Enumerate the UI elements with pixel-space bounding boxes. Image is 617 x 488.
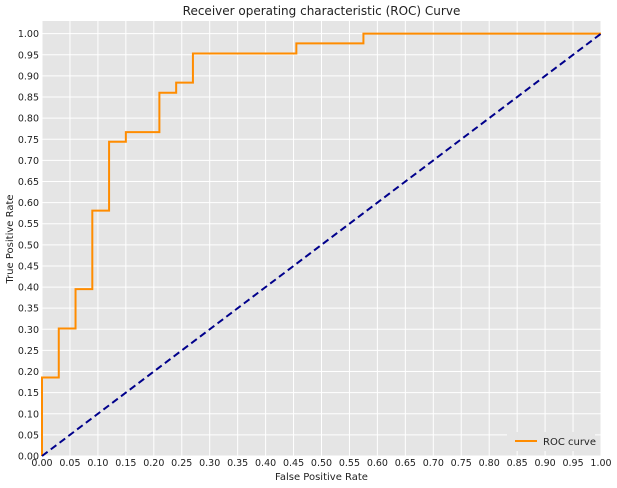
x-tick-label: 0.15 — [115, 458, 136, 469]
y-ticks: 0.00 0.05 0.10 0.15 0.20 0.25 0.30 0.35 0.40 0.45… — [18, 29, 39, 462]
y-tick-label: 0.00 — [18, 452, 39, 463]
chance-diagonal-line — [41, 32, 602, 457]
y-tick-label: 0.55 — [18, 219, 39, 230]
x-tick-label: 0.55 — [339, 458, 360, 469]
legend-box — [507, 432, 595, 451]
series-group — [41, 32, 602, 457]
legend: ROC curve — [507, 432, 596, 451]
y-tick-label: 0.90 — [18, 71, 39, 82]
y-tick-label: 0.40 — [18, 283, 39, 294]
y-tick-label: 0.15 — [18, 388, 39, 399]
chart-title: Receiver operating characteristic (ROC) … — [183, 4, 461, 18]
x-tick-label: 0.20 — [143, 458, 164, 469]
y-tick-label: 0.35 — [18, 304, 39, 315]
y-tick-label: 0.80 — [18, 114, 39, 125]
y-tick-label: 0.45 — [18, 261, 39, 272]
y-tick-label: 0.70 — [18, 156, 39, 167]
y-tick-label: 0.95 — [18, 50, 39, 61]
x-tick-label: 0.70 — [423, 458, 444, 469]
y-tick-label: 0.30 — [18, 325, 39, 336]
y-tick-label: 0.50 — [18, 240, 39, 251]
y-tick-label: 0.60 — [18, 198, 39, 209]
y-tick-label: 0.25 — [18, 346, 39, 357]
x-tick-label: 0.50 — [311, 458, 332, 469]
x-tick-label: 0.85 — [507, 458, 528, 469]
x-tick-label: 0.40 — [255, 458, 276, 469]
x-tick-label: 0.25 — [171, 458, 192, 469]
x-tick-label: 0.00 — [31, 458, 52, 469]
x-tick-label: 0.75 — [451, 458, 472, 469]
roc-curve-line — [41, 32, 601, 456]
x-tick-label: 0.95 — [562, 458, 583, 469]
y-tick-label: 0.20 — [18, 367, 39, 378]
y-tick-label: 0.05 — [18, 430, 39, 441]
x-tick-label: 0.35 — [227, 458, 248, 469]
x-axis-label: False Positive Rate — [275, 472, 368, 483]
x-tick-label: 0.90 — [535, 458, 556, 469]
x-tick-label: 0.80 — [479, 458, 500, 469]
x-tick-label: 0.30 — [199, 458, 220, 469]
legend-label: ROC curve — [543, 437, 596, 448]
x-tick-label: 0.05 — [59, 458, 80, 469]
x-tick-label: 0.60 — [367, 458, 388, 469]
y-tick-label: 0.75 — [18, 135, 39, 146]
y-tick-label: 0.85 — [18, 93, 39, 104]
x-tick-label: 1.00 — [590, 458, 611, 469]
y-tick-label: 0.65 — [18, 177, 39, 188]
y-tick-label: 0.10 — [18, 409, 39, 420]
x-tick-label: 0.65 — [395, 458, 416, 469]
y-axis-label: True Positive Rate — [5, 194, 16, 284]
grid — [41, 21, 602, 457]
x-ticks: 0.00 0.05 0.10 0.15 0.20 0.25 0.30 0.35 0.40 0.45… — [31, 458, 611, 469]
x-tick-label: 0.10 — [87, 458, 108, 469]
x-tick-label: 0.45 — [283, 458, 304, 469]
y-tick-label: 1.00 — [18, 29, 39, 40]
